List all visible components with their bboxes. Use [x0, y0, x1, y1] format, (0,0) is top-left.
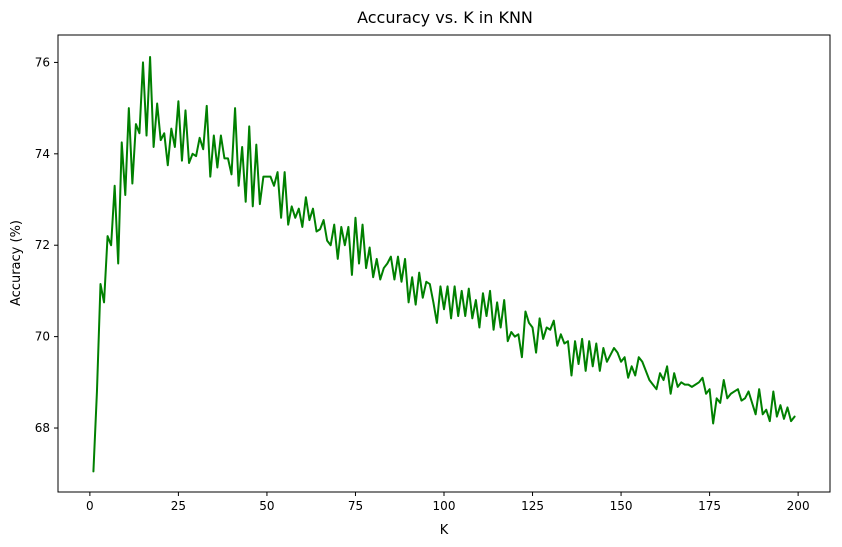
- x-tick-label: 200: [787, 499, 810, 513]
- y-tick-label: 76: [35, 55, 50, 69]
- x-tick-label: 150: [610, 499, 633, 513]
- x-axis-label: K: [440, 523, 449, 538]
- y-tick-label: 68: [35, 421, 50, 435]
- x-tick-label: 25: [171, 499, 186, 513]
- plot-area: [92, 55, 796, 473]
- x-tick-label: 175: [698, 499, 721, 513]
- y-tick-label: 72: [35, 238, 50, 252]
- x-axis: 0 25 50 75 100 125 150 175 200: [86, 492, 810, 513]
- y-tick-label: 70: [35, 330, 50, 344]
- x-tick-label: 50: [259, 499, 274, 513]
- x-tick-label: 125: [521, 499, 544, 513]
- y-tick-label: 74: [35, 147, 50, 161]
- x-tick-label: 100: [433, 499, 456, 513]
- y-axis-label: Accuracy (%): [9, 220, 24, 306]
- series-line-0: [92, 55, 796, 473]
- x-tick-label: 75: [348, 499, 363, 513]
- y-axis: 68 70 72 74 76: [35, 55, 58, 435]
- chart-title: Accuracy vs. K in KNN: [357, 8, 533, 27]
- x-tick-label: 0: [86, 499, 94, 513]
